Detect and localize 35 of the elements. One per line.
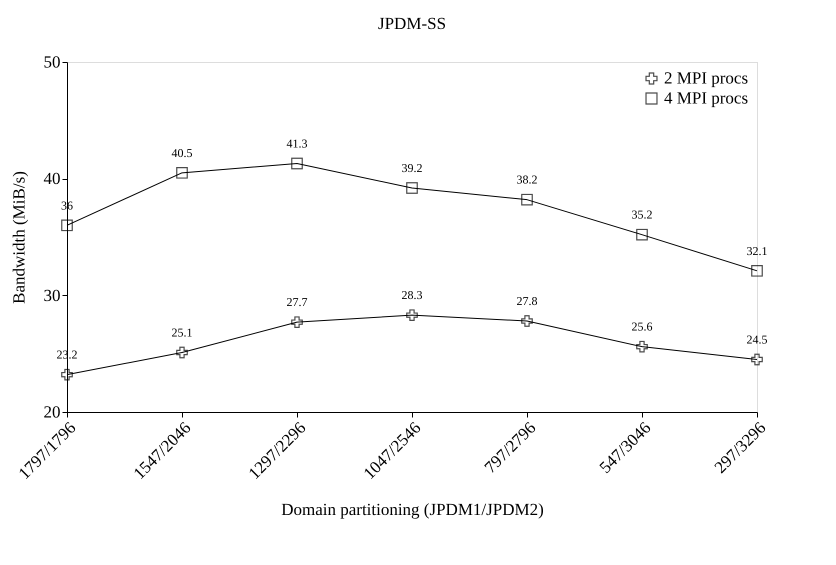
data-label: 40.5 [172,146,192,160]
y-tick-label: 20 [44,402,60,422]
data-label: 32.1 [746,244,768,258]
point [176,346,188,358]
data-label: 35.2 [632,208,652,222]
data-label: 24.5 [746,332,768,346]
point [406,182,418,194]
data-label: 27.8 [516,294,538,308]
point [291,316,303,328]
data-label: 38.2 [516,172,538,187]
data-label: 27.7 [286,295,308,310]
legend-label: 4 MPI procs [664,88,748,108]
point [61,368,73,381]
data-label: 25.1 [172,326,192,340]
x-axis-title: Domain partitioning (JPDM1/JPDM2) [281,500,544,520]
point [751,354,763,366]
point [61,219,73,232]
point [406,309,418,322]
data-label: 28.3 [402,288,422,302]
point [636,340,648,353]
data-label: 39.2 [402,161,422,175]
chart-title: JPDM-SS [378,14,446,33]
point [521,315,533,327]
y-tick-label: 50 [44,52,60,72]
y-tick-label: 30 [44,286,60,305]
y-tick-label: 40 [44,169,60,188]
point [751,264,763,277]
y-axis-title: Bandwidth (MiB/s) [10,171,28,304]
data-label: 41.3 [286,136,308,150]
legend-label: 2 MPI procs [664,68,748,88]
data-label: 25.6 [632,320,652,334]
point [176,166,188,179]
point [521,194,533,206]
point [291,158,303,170]
point [636,228,648,241]
